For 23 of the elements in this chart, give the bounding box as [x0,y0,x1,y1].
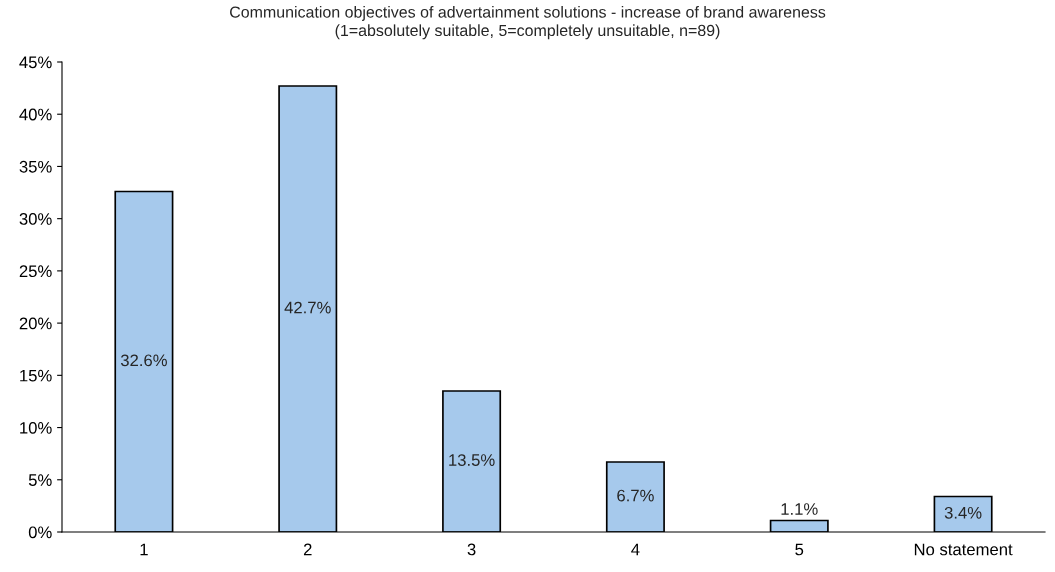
data-label: 32.6% [120,354,167,367]
y-tick-label: 45% [19,56,52,69]
x-tick-label: No statement [914,543,1013,556]
data-label: 3.4% [944,506,982,519]
x-tick-label: 4 [631,543,640,556]
y-tick-label: 0% [28,526,52,539]
x-tick-label: 1 [140,543,148,556]
data-label: 13.5% [449,454,495,466]
x-tick-label: 5 [795,543,804,556]
y-tick-label: 10% [20,421,52,434]
y-tick-label: 25% [19,265,52,278]
y-tick-label: 30% [19,213,52,225]
x-tick-label: 2 [303,543,312,556]
y-tick-label: 40% [19,108,52,121]
data-label: 6.7% [617,489,654,502]
y-tick-label: 20% [19,317,52,330]
data-label: 1.1% [781,503,818,515]
data-label: 42.7% [284,301,331,314]
x-tick-label: 3 [467,543,476,556]
y-tick-label: 15% [20,369,52,382]
y-tick-label: 35% [19,160,52,173]
chart-title: Communication objectives of advertainment solutions - increase of brand awareness (1=absolutely suitable, 5=completely unsuitable, n=89) [230,6,826,40]
y-tick-label: 5% [28,474,52,486]
